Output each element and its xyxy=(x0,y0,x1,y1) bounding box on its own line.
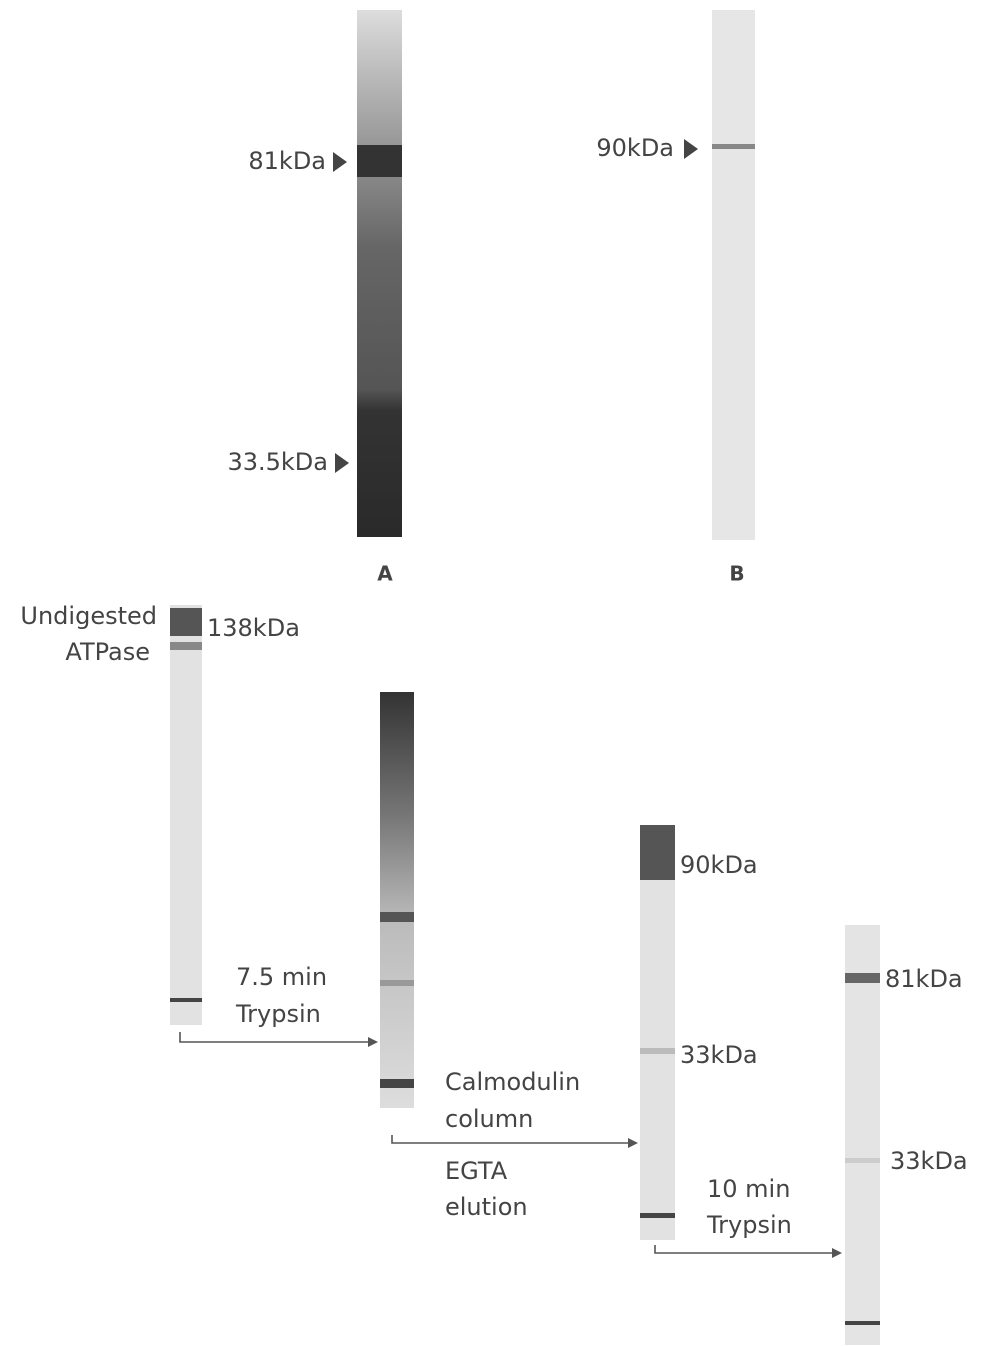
gel-band xyxy=(640,825,675,880)
gel-band xyxy=(170,642,202,650)
step-label: EGTA xyxy=(445,1157,508,1185)
marker-label: 90kDa xyxy=(680,851,758,879)
step-label: Trypsin xyxy=(706,1211,792,1239)
gel-band xyxy=(712,144,755,149)
step-label: Trypsin xyxy=(235,1000,321,1028)
gel-lane xyxy=(170,605,202,1025)
panel-label: A xyxy=(377,562,393,586)
gel-lane xyxy=(380,692,414,1108)
gel-band xyxy=(845,973,880,983)
gel-band xyxy=(845,1321,880,1325)
marker-arrow xyxy=(684,139,698,159)
gel-band xyxy=(380,1079,414,1088)
panel-label: B xyxy=(729,562,744,586)
gel-lane xyxy=(357,10,402,537)
step-label: elution xyxy=(445,1193,528,1221)
step-label: Calmodulin xyxy=(445,1068,580,1096)
step-label: column xyxy=(445,1105,533,1133)
gel-band xyxy=(380,980,414,986)
marker-label: 33.5kDa xyxy=(227,448,328,476)
arrow-head xyxy=(628,1138,638,1148)
arrow xyxy=(391,1135,628,1144)
arrow xyxy=(654,1245,832,1254)
gel-band xyxy=(170,998,202,1002)
marker-arrow xyxy=(335,453,349,473)
marker-arrow xyxy=(333,152,347,172)
marker-label: 33kDa xyxy=(890,1147,968,1175)
lane-label: ATPase xyxy=(65,638,150,666)
arrow xyxy=(179,1032,368,1043)
step-label: 7.5 min xyxy=(236,963,327,991)
gel-band xyxy=(170,608,202,636)
step-label: 10 min xyxy=(707,1175,790,1203)
gel-band xyxy=(357,145,402,177)
gel-band xyxy=(640,1048,675,1054)
marker-label: 138kDa xyxy=(207,614,300,642)
gel-lane xyxy=(845,925,880,1345)
arrow-head xyxy=(368,1037,378,1047)
arrow-head xyxy=(832,1248,842,1258)
gel-band xyxy=(640,1213,675,1218)
marker-label: 33kDa xyxy=(680,1041,758,1069)
gel-lane xyxy=(712,10,755,540)
marker-label: 81kDa xyxy=(885,965,963,993)
gel-lane xyxy=(640,825,675,1240)
marker-label: 90kDa xyxy=(596,134,674,162)
lane-label: Undigested xyxy=(20,602,157,630)
gel-band xyxy=(380,912,414,922)
marker-label: 81kDa xyxy=(248,147,326,175)
gel-band xyxy=(845,1158,880,1163)
